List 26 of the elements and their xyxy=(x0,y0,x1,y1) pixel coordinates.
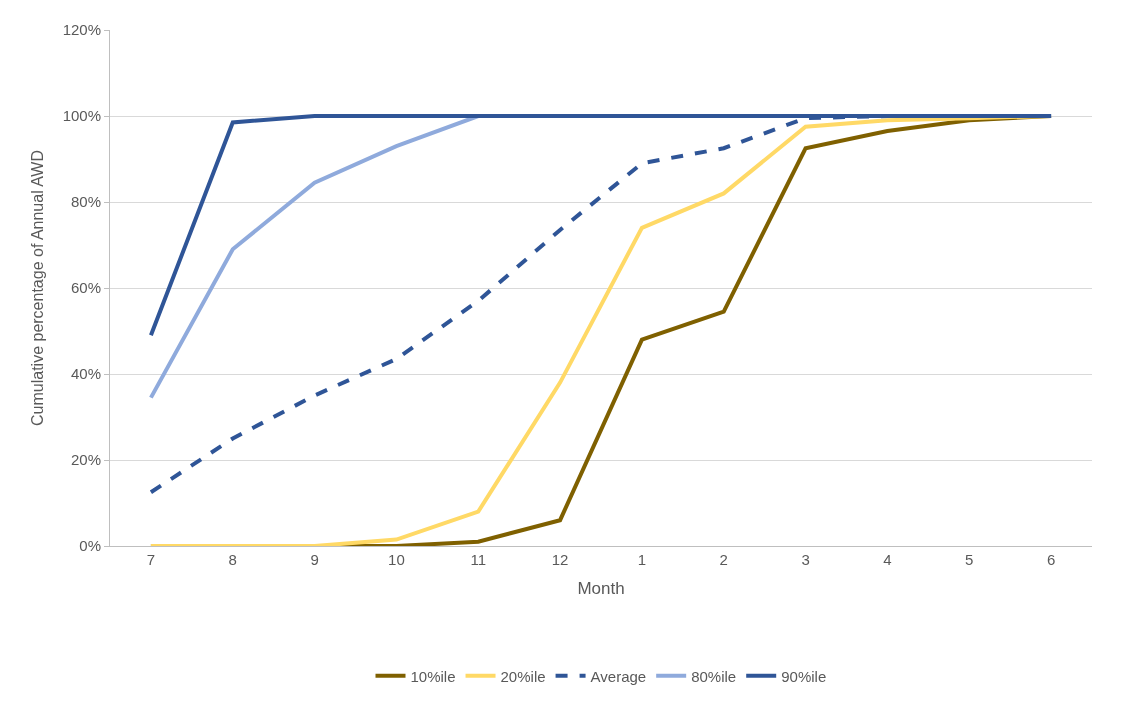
y-tick-label: 0% xyxy=(79,537,101,555)
x-tick-label: 5 xyxy=(965,551,974,568)
y-tick-label: 100% xyxy=(62,107,101,125)
x-tick-label: 9 xyxy=(310,551,319,568)
x-tick-label: 6 xyxy=(1046,551,1056,568)
legend-label: 20%ile xyxy=(500,667,546,685)
legend-label: 90%ile xyxy=(781,667,827,685)
y-tick-label: 80% xyxy=(70,193,101,211)
x-tick-label: 7 xyxy=(146,551,156,568)
x-tick-label: 1 xyxy=(637,551,647,568)
y-tick-label: 120% xyxy=(62,21,101,39)
x-tick-label: 11 xyxy=(470,551,487,568)
legend-label: Average xyxy=(590,667,647,685)
y-tick-label: 40% xyxy=(70,365,101,383)
x-tick-label: 12 xyxy=(551,551,569,568)
y-axis-title: Cumulative percentage of Annual AWD xyxy=(28,149,46,427)
y-tick-label: 60% xyxy=(70,279,101,297)
legend-label: 80%ile xyxy=(691,667,737,685)
y-tick-label: 20% xyxy=(70,451,101,469)
x-tick-label: 3 xyxy=(801,551,810,568)
x-tick-label: 8 xyxy=(228,551,237,568)
x-tick-label: 4 xyxy=(883,551,892,568)
x-axis-title: Month xyxy=(577,579,625,599)
legend-label: 10%ile xyxy=(410,667,456,685)
x-tick-label: 10 xyxy=(388,551,405,568)
x-tick-label: 2 xyxy=(719,551,728,568)
